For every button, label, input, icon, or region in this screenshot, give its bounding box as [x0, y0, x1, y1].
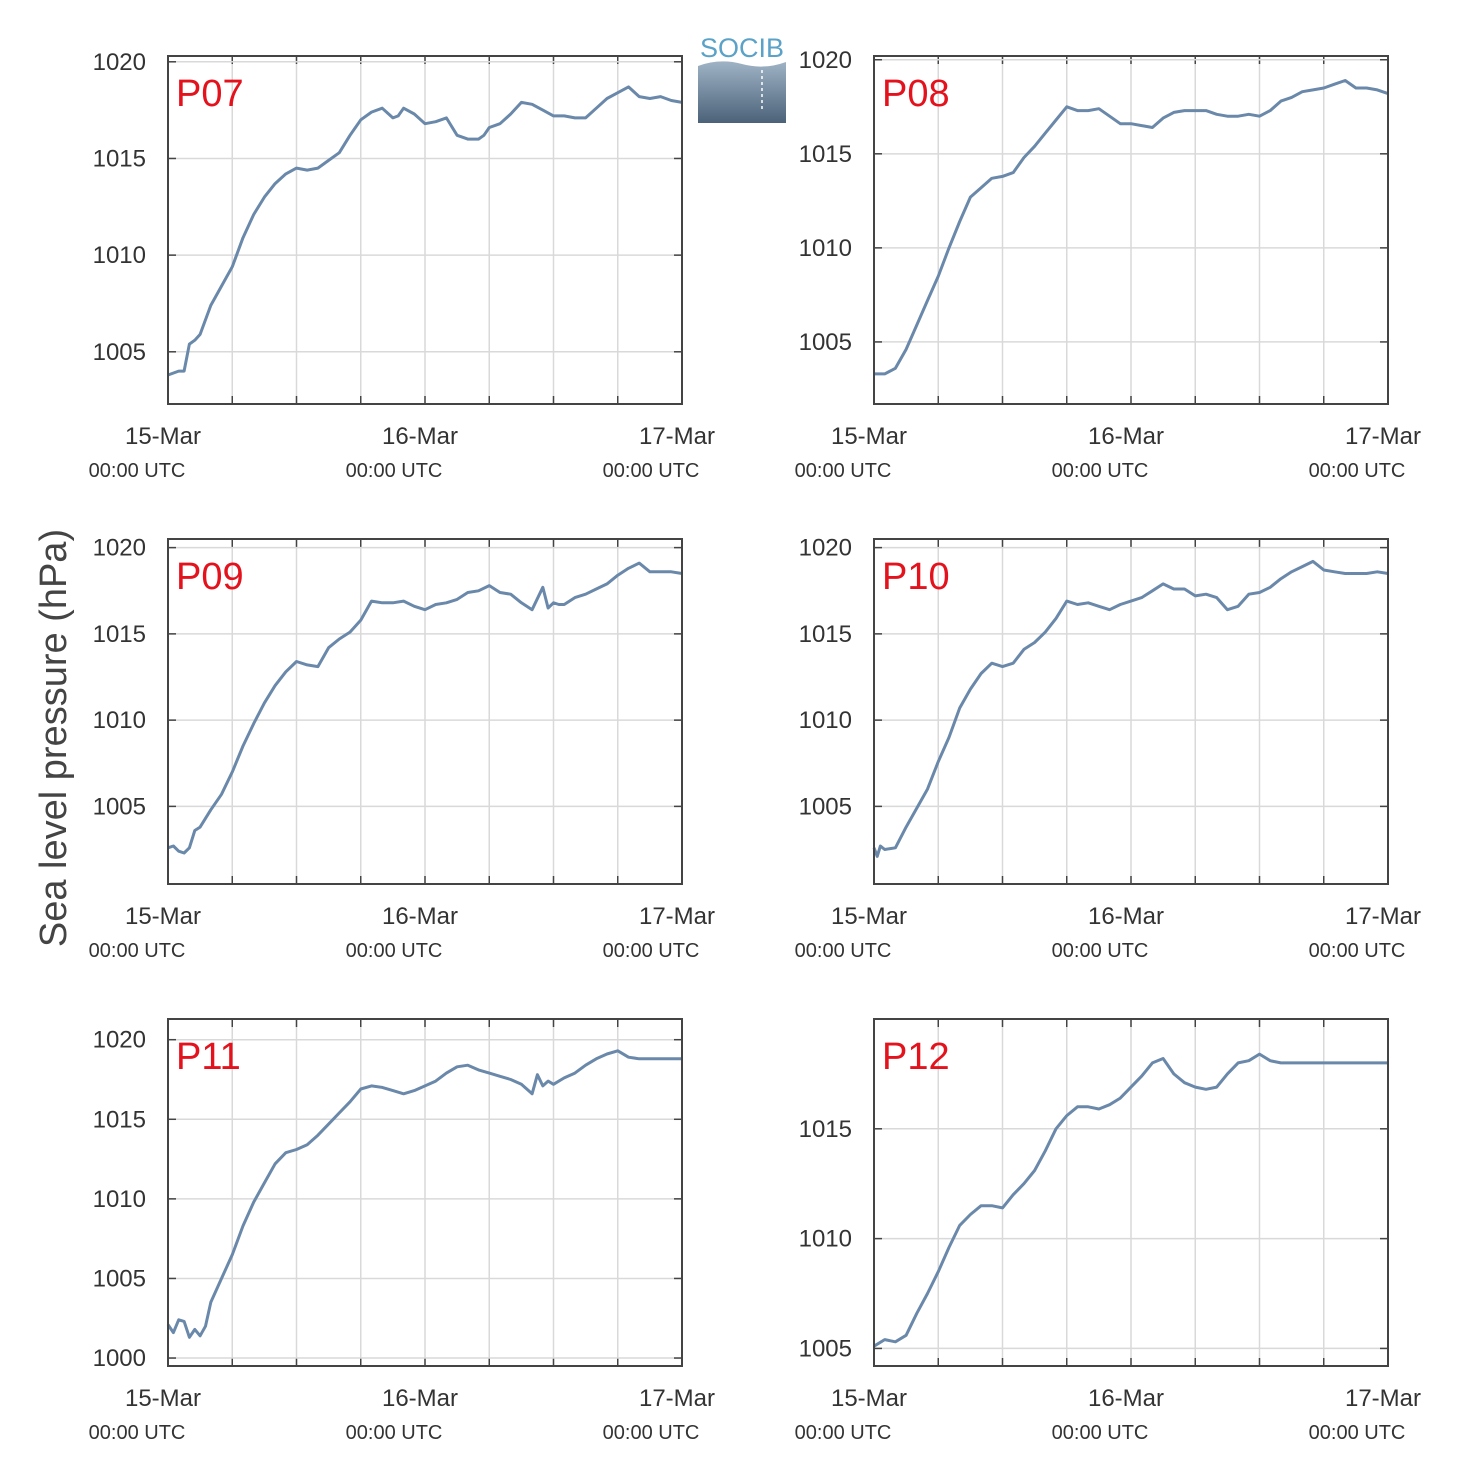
- x-tick-label-date: 17-Mar: [1345, 903, 1421, 930]
- y-tick-label: 1020: [93, 1027, 146, 1054]
- socib-logo: SOCIB: [698, 33, 786, 123]
- panel-label: P09: [176, 556, 244, 598]
- y-axis-label: Sea level pressure (hPa): [33, 529, 75, 947]
- plot-frame: [167, 55, 683, 405]
- y-tick-label: 1020: [799, 535, 852, 562]
- x-tick-label-date: 17-Mar: [639, 423, 715, 450]
- y-tick-label: 1010: [799, 1226, 852, 1253]
- y-tick-label: 1010: [799, 707, 852, 734]
- series-line: [166, 1049, 682, 1339]
- series-line: [167, 561, 683, 855]
- x-tick-label-time: 00:00 UTC: [1309, 460, 1406, 482]
- y-tick-label: 1005: [799, 793, 852, 820]
- x-tick-label-date: 15-Mar: [831, 903, 907, 930]
- panel-p07: 1005 1010 1015 1020 15-Mar 00:00 UTC 16-Mar 00:…: [89, 49, 715, 482]
- y-tick-label: 1020: [93, 49, 146, 76]
- x-tick-label-date: 15-Mar: [125, 423, 201, 450]
- x-tick-label-date: 17-Mar: [1345, 1385, 1421, 1412]
- y-tick-label: 1015: [93, 621, 146, 648]
- panel-label: P12: [882, 1036, 950, 1078]
- y-tick-label: 1000: [93, 1345, 146, 1372]
- y-tick-label: 1015: [799, 1116, 852, 1143]
- plot-frame: [873, 1018, 1389, 1367]
- panel-label: P11: [176, 1036, 241, 1078]
- x-tick-label-time: 00:00 UTC: [1052, 460, 1149, 482]
- x-tick-label-time: 00:00 UTC: [603, 940, 700, 962]
- x-tick-label-time: 00:00 UTC: [603, 1422, 700, 1444]
- x-tick-label-date: 16-Mar: [1088, 423, 1164, 450]
- y-tick-label: 1020: [93, 535, 146, 562]
- x-tick-label-date: 15-Mar: [831, 1385, 907, 1412]
- x-tick-label-time: 00:00 UTC: [346, 1422, 443, 1444]
- y-tick-label: 1010: [93, 242, 146, 269]
- series-line: [167, 85, 683, 377]
- y-tick-label: 1005: [799, 1335, 852, 1362]
- plot-frame: [167, 1018, 683, 1367]
- x-tick-label-date: 15-Mar: [125, 903, 201, 930]
- panel-label: P10: [882, 556, 950, 598]
- panel-p12: 1005 1010 1015 15-Mar 00:00 UTC 16-Mar 00:00 U…: [795, 1018, 1421, 1444]
- x-tick-label-date: 17-Mar: [639, 903, 715, 930]
- y-tick-label: 1015: [799, 141, 852, 168]
- x-tick-label-time: 00:00 UTC: [89, 1422, 186, 1444]
- x-tick-label-time: 00:00 UTC: [1052, 1422, 1149, 1444]
- panel-p10: 1005 1010 1015 1020 15-Mar 00:00 UTC 16-Mar 00:…: [795, 535, 1421, 962]
- x-tick-label-date: 15-Mar: [831, 423, 907, 450]
- plot-frame: [873, 538, 1389, 885]
- x-tick-label-time: 00:00 UTC: [1052, 940, 1149, 962]
- panel-p09: 1005 1010 1015 1020 15-Mar 00:00 UTC 16-Mar 00:…: [89, 535, 715, 962]
- x-tick-label-time: 00:00 UTC: [1309, 940, 1406, 962]
- y-tick-label: 1015: [93, 145, 146, 172]
- y-tick-label: 1005: [93, 793, 146, 820]
- logo-wave-icon: [698, 61, 786, 123]
- x-tick-label-time: 00:00 UTC: [89, 460, 186, 482]
- y-tick-label: 1020: [799, 47, 852, 74]
- plot-frame: [167, 538, 683, 885]
- x-tick-label-time: 00:00 UTC: [795, 1422, 892, 1444]
- x-tick-label-time: 00:00 UTC: [89, 940, 186, 962]
- x-tick-label-date: 16-Mar: [382, 1385, 458, 1412]
- x-tick-label-date: 17-Mar: [639, 1385, 715, 1412]
- y-tick-label: 1015: [93, 1106, 146, 1133]
- y-tick-label: 1010: [93, 707, 146, 734]
- x-tick-label-date: 15-Mar: [125, 1385, 201, 1412]
- y-tick-label: 1015: [799, 621, 852, 648]
- x-tick-label-time: 00:00 UTC: [1309, 1422, 1406, 1444]
- panel-p11: 1000 1005 1010 1015 1020 15-Mar 00:00 UTC 16-Ma…: [89, 1018, 715, 1444]
- series-line: [872, 559, 1389, 858]
- x-tick-label-date: 17-Mar: [1345, 423, 1421, 450]
- panel-p08: 1005 1010 1015 1020 15-Mar 00:00 UTC 16-Mar 00:…: [795, 47, 1421, 482]
- x-tick-label-date: 16-Mar: [1088, 903, 1164, 930]
- panel-label: P08: [882, 73, 950, 115]
- x-tick-label-time: 00:00 UTC: [346, 460, 443, 482]
- series-line: [874, 79, 1389, 376]
- x-tick-label-date: 16-Mar: [382, 423, 458, 450]
- y-tick-label: 1005: [93, 1265, 146, 1292]
- y-tick-label: 1010: [799, 235, 852, 262]
- x-tick-label-date: 16-Mar: [382, 903, 458, 930]
- panels: 1005 1010 1015 1020 15-Mar 00:00 UTC 16-Mar 00:…: [89, 47, 1421, 1444]
- logo-text: SOCIB: [700, 33, 784, 63]
- y-tick-label: 1005: [93, 339, 146, 366]
- y-tick-label: 1010: [93, 1186, 146, 1213]
- series-line: [873, 1052, 1388, 1348]
- x-tick-label-time: 00:00 UTC: [795, 460, 892, 482]
- x-tick-label-date: 16-Mar: [1088, 1385, 1164, 1412]
- x-tick-label-time: 00:00 UTC: [795, 940, 892, 962]
- panel-label: P07: [176, 73, 244, 115]
- y-tick-label: 1005: [799, 329, 852, 356]
- x-tick-label-time: 00:00 UTC: [346, 940, 443, 962]
- plot-frame: [873, 55, 1389, 405]
- x-tick-label-time: 00:00 UTC: [603, 460, 700, 482]
